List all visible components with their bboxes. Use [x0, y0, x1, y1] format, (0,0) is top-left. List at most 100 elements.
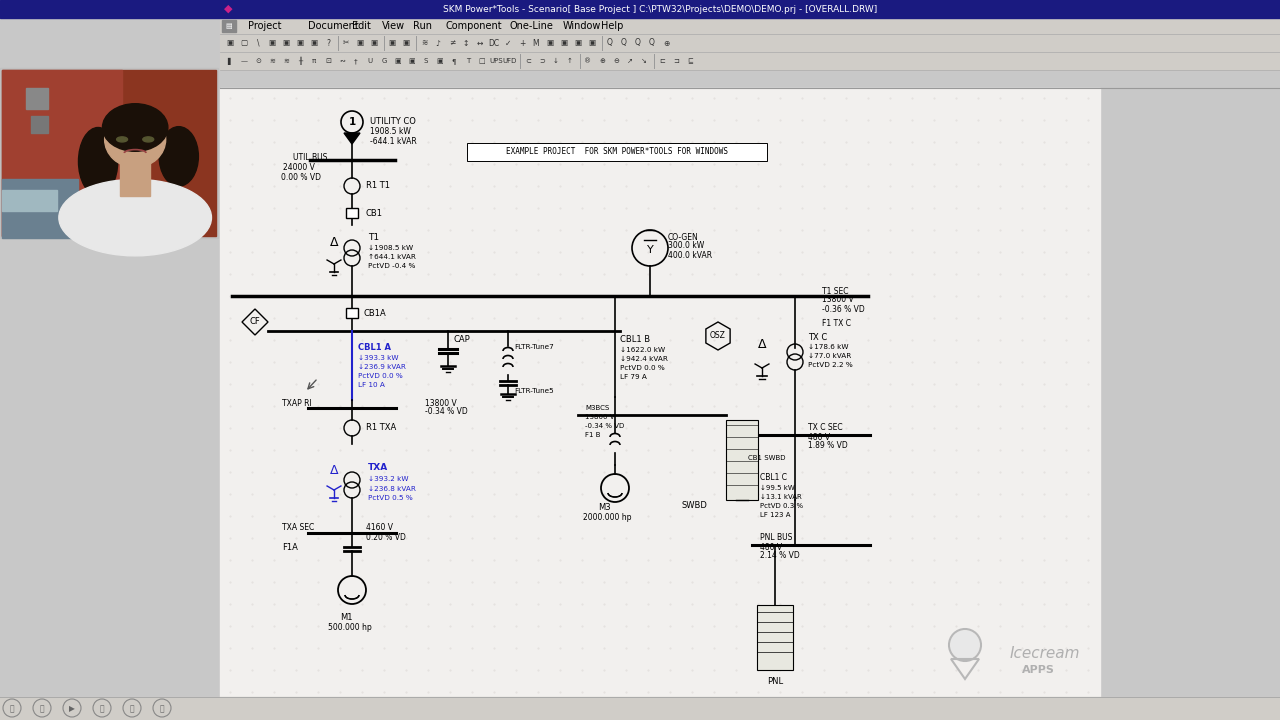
Text: ↓393.2 kW: ↓393.2 kW	[369, 476, 408, 482]
Text: 0.20 % VD: 0.20 % VD	[366, 533, 406, 541]
Text: ®: ®	[585, 58, 591, 64]
Text: 2.14 % VD: 2.14 % VD	[760, 552, 800, 560]
Text: ↓393.3 kW: ↓393.3 kW	[358, 355, 398, 361]
Bar	[467, 143, 767, 161]
Text: OSZ: OSZ	[710, 331, 726, 341]
Ellipse shape	[102, 104, 168, 151]
Text: ♪: ♪	[435, 38, 440, 48]
Text: Document: Document	[308, 21, 358, 31]
Text: View: View	[381, 21, 406, 31]
Text: S: S	[424, 58, 429, 64]
Text: ▣: ▣	[269, 38, 275, 48]
Text: PctVD 0.0 %: PctVD 0.0 %	[620, 365, 664, 371]
Text: π: π	[312, 58, 316, 64]
Text: □: □	[479, 58, 485, 64]
Text: UPS: UPS	[489, 58, 503, 64]
Text: Δ: Δ	[758, 338, 767, 351]
Bar	[3, 70, 122, 236]
Bar	[120, 161, 151, 196]
Text: One-Line: One-Line	[509, 21, 554, 31]
Text: 13800 V: 13800 V	[585, 414, 614, 420]
Text: ≋: ≋	[421, 38, 428, 48]
Text: APPS: APPS	[1021, 665, 1055, 675]
Text: 0.00 % VD: 0.00 % VD	[282, 173, 321, 181]
Text: TXA: TXA	[369, 464, 388, 472]
Bar	[31, 116, 47, 132]
Text: CO-GEN: CO-GEN	[668, 233, 699, 241]
Text: ▣: ▣	[561, 38, 567, 48]
Bar	[220, 34, 1280, 52]
Text: ↓236.8 kVAR: ↓236.8 kVAR	[369, 486, 416, 492]
Text: 13800 V: 13800 V	[822, 295, 854, 305]
Text: TX C: TX C	[808, 333, 827, 341]
Text: ↑644.1 kVAR: ↑644.1 kVAR	[369, 254, 416, 260]
Text: CF: CF	[250, 318, 260, 326]
Text: ✂: ✂	[343, 38, 349, 48]
Text: ◆: ◆	[224, 4, 232, 14]
Text: PNL BUS: PNL BUS	[760, 534, 792, 542]
Text: ⏪: ⏪	[40, 704, 45, 714]
Text: CAP: CAP	[454, 335, 471, 343]
Text: ▌: ▌	[228, 58, 233, 65]
Text: FLTR-Tune7: FLTR-Tune7	[515, 344, 554, 350]
Text: UTIL BUS: UTIL BUS	[293, 153, 328, 163]
Text: -644.1 kVAR: -644.1 kVAR	[370, 137, 417, 145]
Text: R1 T1: R1 T1	[366, 181, 390, 191]
Text: PctVD 0.3 %: PctVD 0.3 %	[760, 503, 803, 509]
Text: ▣: ▣	[402, 38, 410, 48]
Text: ⊏: ⊏	[659, 58, 664, 64]
Polygon shape	[344, 133, 360, 144]
Text: TX C SEC: TX C SEC	[808, 423, 842, 433]
Text: ↓: ↓	[553, 58, 559, 64]
Text: ▣: ▣	[408, 58, 415, 64]
Text: Run: Run	[413, 21, 433, 31]
Text: F1A: F1A	[282, 542, 298, 552]
Text: 24000 V: 24000 V	[283, 163, 315, 173]
Text: 300.0 kW: 300.0 kW	[668, 241, 704, 251]
Bar	[756, 605, 794, 670]
Text: EXAMPLE PROJECT  FOR SKM POWER*TOOLS FOR WINDOWS: EXAMPLE PROJECT FOR SKM POWER*TOOLS FOR …	[506, 148, 728, 156]
Text: -0.34 % VD: -0.34 % VD	[585, 423, 625, 429]
Text: ⏸: ⏸	[100, 704, 104, 714]
Text: Q: Q	[607, 38, 613, 48]
Text: CB1 SWBD: CB1 SWBD	[748, 455, 786, 461]
Text: ▣: ▣	[394, 58, 402, 64]
Text: ↓236.9 kVAR: ↓236.9 kVAR	[358, 364, 406, 370]
Text: CB1A: CB1A	[364, 308, 387, 318]
Text: ▢: ▢	[241, 38, 247, 48]
Text: M1: M1	[340, 613, 352, 621]
Text: CBL1 A: CBL1 A	[358, 343, 390, 353]
Text: ⏩: ⏩	[160, 704, 164, 714]
Text: ⊖: ⊖	[613, 58, 620, 64]
Text: Y: Y	[646, 245, 653, 255]
Ellipse shape	[143, 137, 154, 142]
Text: ⊂: ⊂	[525, 58, 531, 64]
Text: ▣: ▣	[356, 38, 364, 48]
Text: UFD: UFD	[503, 58, 517, 64]
Ellipse shape	[78, 127, 118, 196]
Ellipse shape	[116, 137, 128, 142]
Bar	[3, 190, 56, 211]
Text: ↓13.1 kVAR: ↓13.1 kVAR	[760, 494, 801, 500]
Text: 1: 1	[348, 117, 356, 127]
Text: 480 V: 480 V	[760, 542, 782, 552]
Text: FLTR-Tune5: FLTR-Tune5	[515, 388, 554, 394]
Text: F1 B: F1 B	[585, 432, 600, 438]
Text: ∾: ∾	[339, 58, 344, 64]
Text: -0.36 % VD: -0.36 % VD	[822, 305, 865, 313]
Text: ≋: ≋	[269, 58, 275, 64]
Ellipse shape	[59, 179, 211, 256]
Text: †: †	[355, 58, 358, 64]
Text: CBL1 B: CBL1 B	[620, 336, 650, 344]
Text: —: —	[241, 58, 247, 64]
Text: ⏹: ⏹	[129, 704, 134, 714]
Text: TXAP RI: TXAP RI	[282, 398, 312, 408]
Text: ⏮: ⏮	[10, 704, 14, 714]
Text: G: G	[381, 58, 387, 64]
Text: ↕: ↕	[463, 38, 470, 48]
Text: +: +	[518, 38, 525, 48]
Text: 500.000 hp: 500.000 hp	[328, 623, 371, 631]
Text: ↓77.0 kVAR: ↓77.0 kVAR	[808, 353, 851, 359]
Text: Component: Component	[445, 21, 502, 31]
Text: ▣: ▣	[227, 38, 234, 48]
